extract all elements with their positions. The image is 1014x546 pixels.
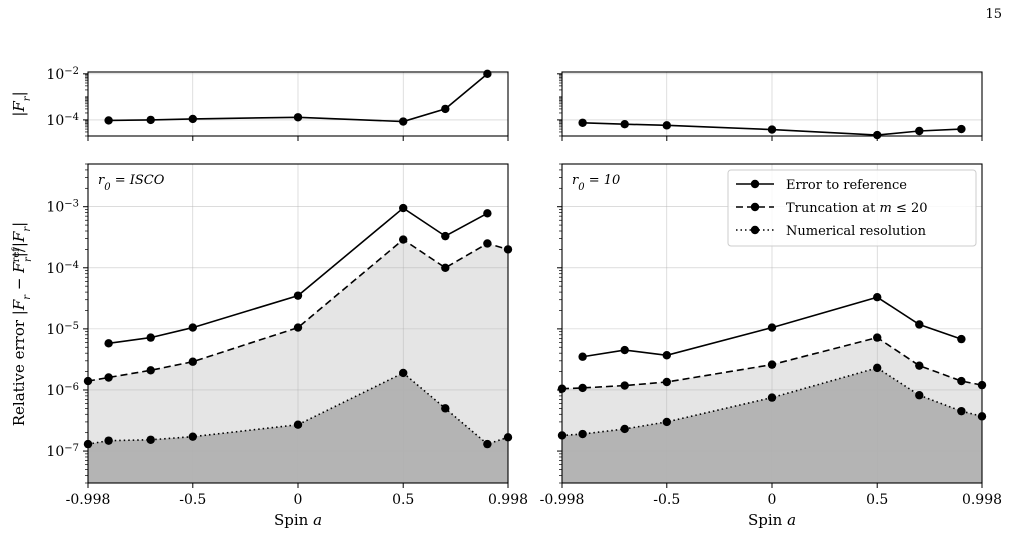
legend-label: Error to reference xyxy=(786,178,907,193)
data-point xyxy=(399,368,408,378)
data-point xyxy=(620,345,629,355)
y-tick-label: 10−6 xyxy=(46,381,79,399)
data-point xyxy=(188,432,197,441)
data-point xyxy=(873,293,882,302)
data-point xyxy=(146,435,155,444)
data-point xyxy=(188,323,197,332)
data-point xyxy=(146,366,155,375)
data-point xyxy=(483,69,492,79)
data-point xyxy=(957,406,966,416)
data-point xyxy=(578,118,587,127)
data-point xyxy=(441,104,450,114)
data-point xyxy=(767,323,777,332)
y-tick-label: 10−4 xyxy=(46,259,79,277)
data-point xyxy=(767,125,777,134)
legend-label: Truncation at m ≤ 20 xyxy=(786,201,928,216)
data-point xyxy=(104,373,113,382)
data-point xyxy=(104,436,113,445)
x-tick-label: -0.5 xyxy=(179,492,206,508)
data-point xyxy=(483,209,492,218)
y-tick-label: 10−5 xyxy=(46,320,79,338)
data-point xyxy=(399,235,408,244)
x-tick-label: 0 xyxy=(294,492,303,508)
data-point xyxy=(915,361,924,370)
data-point xyxy=(293,323,303,332)
page-number: 15 xyxy=(985,7,1002,22)
data-point xyxy=(957,124,966,134)
y-tick-label: 10−3 xyxy=(46,198,79,216)
data-point xyxy=(767,360,777,369)
y-tick-label: 10−2 xyxy=(46,65,79,83)
data-point xyxy=(578,383,587,393)
legend-box xyxy=(727,169,977,247)
x-tick-label: 0.998 xyxy=(962,492,1002,508)
legend-label: Numerical resolution xyxy=(786,224,927,239)
panel-top-left: 10−2 10−4 xyxy=(46,65,509,141)
data-point xyxy=(146,333,155,342)
annotation-bottom-right: r0 = 10 xyxy=(572,173,620,193)
data-point xyxy=(104,339,113,348)
x-tick-label: 0 xyxy=(768,492,777,508)
data-point xyxy=(483,239,492,248)
data-point xyxy=(146,115,155,125)
data-point xyxy=(767,393,777,402)
data-point xyxy=(578,352,587,361)
data-point xyxy=(662,121,671,130)
legend: Error to reference Truncation at m ≤ 20 Nu… xyxy=(727,169,977,247)
x-tick-label: -0.5 xyxy=(653,492,680,508)
data-point xyxy=(293,420,303,429)
panel-bottom-left: 10−3 10−4 10−5 10−6 10−7 xyxy=(46,163,513,488)
data-point xyxy=(873,333,882,342)
data-point xyxy=(873,363,882,373)
x-tick-label: 0.5 xyxy=(866,492,888,508)
data-point xyxy=(662,377,671,387)
legend-marker xyxy=(750,202,760,212)
data-point xyxy=(915,126,924,136)
data-point xyxy=(620,381,629,390)
panel-bottom-right xyxy=(557,163,987,488)
y-tick-label: 10−7 xyxy=(46,443,79,461)
y-axis-label-bottom: Relative error |Fr − Fref r|/|Fr| xyxy=(10,222,34,426)
data-point xyxy=(915,320,924,329)
data-point xyxy=(293,113,303,122)
data-point xyxy=(873,130,882,140)
legend-marker xyxy=(750,179,760,189)
data-point xyxy=(662,351,671,360)
data-point xyxy=(441,263,450,272)
data-point xyxy=(441,404,450,413)
y-tick-label: 10−4 xyxy=(46,111,79,128)
x-tick-label: 0.5 xyxy=(392,492,414,508)
legend-marker xyxy=(750,225,760,235)
data-point xyxy=(399,203,408,213)
data-point xyxy=(483,439,492,449)
y-axis-label-top: |Fr| xyxy=(10,91,33,116)
data-point xyxy=(957,334,966,344)
data-point xyxy=(441,231,450,241)
data-point xyxy=(957,376,966,386)
data-point xyxy=(620,120,629,129)
data-point xyxy=(578,429,587,439)
data-point xyxy=(104,116,113,125)
data-point xyxy=(620,424,629,434)
annotation-bottom-left: r0 = ISCO xyxy=(98,173,165,193)
data-point xyxy=(915,391,924,400)
x-tick-label: -0.998 xyxy=(66,492,111,508)
data-point xyxy=(188,114,197,124)
x-tick-label: -0.998 xyxy=(540,492,585,508)
panel-top-right xyxy=(557,71,983,141)
x-tick-label: 0.998 xyxy=(488,492,528,508)
data-point xyxy=(188,357,197,366)
data-point xyxy=(662,417,671,427)
series-line-dashed xyxy=(88,238,508,382)
data-point xyxy=(293,291,303,300)
x-axis-label: Spin a xyxy=(274,511,322,529)
data-point xyxy=(399,117,408,126)
x-axis-label: Spin a xyxy=(748,511,796,529)
